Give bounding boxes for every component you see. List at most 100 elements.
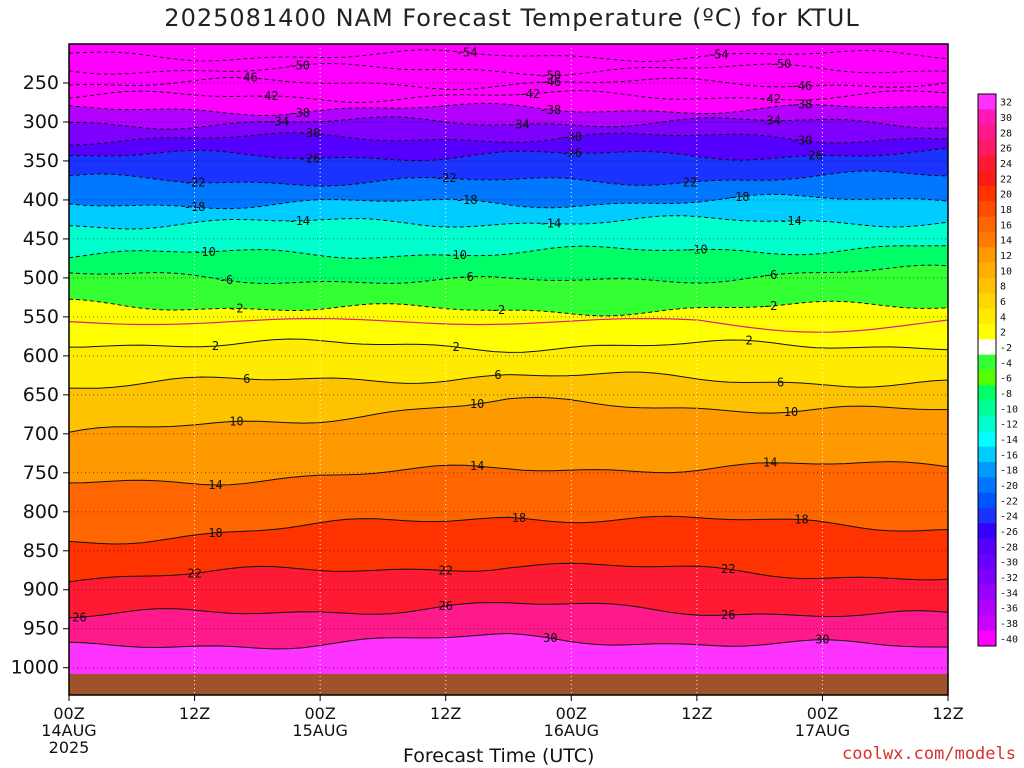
contour-label: 18: [208, 526, 222, 540]
y-tick-label: 450: [23, 228, 59, 250]
colorbar-swatch: [978, 216, 996, 233]
x-tick-label: 16AUG: [544, 721, 599, 740]
y-tick-label: 650: [23, 384, 59, 406]
contour-label: -14: [540, 217, 562, 231]
y-tick-label: 900: [23, 579, 59, 601]
colorbar-swatch: [978, 370, 996, 386]
credit-text: coolwx.com/models: [842, 744, 1016, 764]
contour-label: -10: [686, 243, 708, 257]
chart-title: 2025081400 NAM Forecast Temperature (ºC)…: [164, 4, 860, 32]
x-tick-label: 00Z: [53, 704, 84, 723]
colorbar-label: -4: [1000, 358, 1012, 369]
contour-label: 22: [187, 566, 201, 580]
colorbar-swatch: [978, 354, 996, 371]
x-tick-label: 2025: [49, 738, 90, 757]
colorbar-label: -22: [1000, 496, 1018, 507]
x-axis-label: Forecast Time (UTC): [403, 745, 595, 767]
contour-label: -50: [540, 69, 562, 83]
ground-band: [69, 673, 948, 695]
colorbar-label: -20: [1000, 481, 1018, 492]
band--50: [69, 63, 948, 90]
contour-label: -6: [459, 270, 473, 284]
colorbar-label: 28: [1000, 128, 1012, 139]
colorbar-swatch: [978, 630, 996, 647]
colorbar-label: -28: [1000, 542, 1018, 553]
colorbar-label: 8: [1000, 282, 1006, 293]
contour-line-26: [68, 602, 949, 619]
colorbar-swatch: [978, 278, 996, 294]
colorbar-label: -32: [1000, 573, 1018, 584]
contour-line-30: [68, 632, 948, 650]
colorbar-swatch: [978, 416, 996, 432]
colorbar-swatch: [978, 247, 996, 264]
contour-label: -26: [560, 146, 582, 160]
contour-line-2: [69, 338, 949, 353]
contour-label: 2: [746, 333, 753, 347]
contour-label: -30: [791, 134, 813, 148]
contour-label: -34: [267, 115, 289, 129]
colorbar-swatch: [978, 140, 996, 156]
colorbar-swatch: [978, 339, 996, 356]
plot-border: [68, 43, 949, 696]
x-tick-label: 12Z: [179, 704, 210, 723]
y-tick-label: 400: [23, 189, 59, 211]
y-tick-label: 600: [23, 345, 59, 367]
contour-line-6: [68, 371, 949, 389]
colorbar-swatch: [978, 492, 996, 509]
colorbar-label: 16: [1000, 220, 1012, 231]
y-axis: 250 300 350 400 450 500 550 600 650 700 750 800 850 9…: [11, 72, 69, 679]
band--30: [69, 132, 948, 161]
colorbar-swatch: [978, 170, 996, 187]
plot-frame: [68, 43, 949, 696]
contour-label: -34: [759, 113, 781, 127]
colorbar-label: 10: [1000, 266, 1012, 277]
band--14: [69, 215, 948, 259]
contour-label: 10: [784, 405, 798, 419]
contour-line--34: [68, 116, 949, 130]
colorbar-label: 24: [1000, 159, 1012, 170]
contour-line--54: [68, 49, 949, 63]
band--10: [69, 245, 948, 284]
contour-label: -50: [770, 57, 792, 71]
contour-label: -26: [801, 149, 823, 163]
colorbar-label: -36: [1000, 604, 1018, 615]
x-tick-label: 00Z: [304, 704, 335, 723]
y-tick-label: 350: [23, 150, 59, 172]
contour-label: -2: [763, 299, 777, 313]
colorbar-label: -2: [1000, 343, 1012, 354]
contour-label: -42: [257, 89, 279, 103]
contour-label: 26: [72, 610, 86, 624]
colorbar-swatch: [978, 462, 996, 478]
contour-label: -34: [508, 117, 530, 131]
contour-lines: -54 -54-50-50-50-46 -46 -46-42 -42 -42-38 -38-…: [68, 46, 949, 650]
x-tick-label: 12Z: [430, 704, 461, 723]
x-tick-label: 12Z: [681, 704, 712, 723]
contour-line--42: [68, 90, 949, 104]
colorbar-swatch: [978, 262, 996, 279]
y-tick-label: 950: [23, 618, 59, 640]
colorbar-swatch: [978, 431, 996, 448]
contour-label: 2: [453, 340, 460, 354]
contour-label: -18: [728, 190, 750, 204]
contour-label: -14: [288, 214, 310, 228]
contour-label: -26: [299, 151, 321, 165]
colorbar-swatch: [978, 324, 996, 340]
ground-rect: [69, 673, 948, 695]
y-tick-label: 500: [23, 267, 59, 289]
colorbar-swatch: [978, 523, 996, 540]
band--38: [69, 103, 948, 130]
contour-label: -42: [519, 87, 541, 101]
colorbar-swatch: [978, 308, 996, 325]
contour-label: 30: [543, 631, 557, 645]
freezing-line: [68, 318, 949, 333]
contour-label: -38: [288, 106, 310, 120]
contour-line-10: [68, 396, 949, 433]
contour-label: -22: [184, 176, 206, 190]
contour-label: 30: [815, 633, 829, 647]
colorbar-swatch: [978, 94, 996, 110]
colorbar-swatch: [978, 186, 996, 202]
colorbar-border: [977, 93, 997, 647]
colorbar-swatch: [978, 600, 996, 616]
contour-label: 22: [721, 562, 735, 576]
